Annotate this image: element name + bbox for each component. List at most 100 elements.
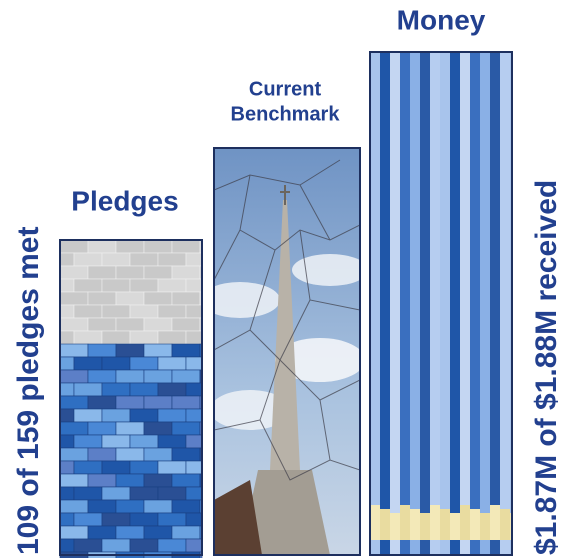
brick	[157, 538, 187, 553]
brick	[143, 473, 173, 488]
brick	[87, 421, 117, 436]
cloud	[214, 390, 290, 430]
brick	[59, 447, 89, 462]
brick	[87, 447, 117, 462]
brick	[157, 252, 187, 267]
brick	[59, 343, 89, 358]
brick	[59, 512, 75, 527]
brick	[73, 538, 103, 553]
brick	[87, 473, 117, 488]
brick	[59, 265, 89, 280]
stripe	[400, 52, 410, 555]
stripe	[430, 52, 440, 555]
brick	[115, 369, 145, 384]
brick	[115, 525, 145, 540]
brick	[129, 278, 159, 293]
stripe-base	[370, 505, 380, 540]
pledges-graphic	[59, 239, 203, 558]
stripe	[490, 52, 500, 555]
brick	[59, 317, 89, 332]
stripe-base	[420, 513, 430, 540]
brick	[157, 382, 187, 397]
brick	[87, 343, 117, 358]
brick	[73, 486, 103, 501]
brick	[185, 278, 203, 293]
brick	[87, 239, 117, 254]
brick	[59, 278, 75, 293]
brick	[73, 460, 103, 475]
brick	[59, 408, 75, 423]
brick	[171, 421, 201, 436]
brick	[101, 304, 131, 319]
brick	[143, 343, 173, 358]
stripe	[410, 52, 420, 555]
stripe	[450, 52, 460, 555]
brick	[129, 486, 159, 501]
brick	[157, 330, 187, 345]
brick	[171, 239, 201, 254]
brick	[185, 434, 203, 449]
brick	[87, 317, 117, 332]
brick	[171, 499, 201, 514]
money-title: Money	[397, 4, 486, 35]
brick	[143, 239, 173, 254]
glass-line	[259, 419, 360, 481]
brick	[59, 252, 75, 267]
brick	[73, 356, 103, 371]
brick	[171, 317, 201, 332]
stripe-base	[440, 509, 450, 540]
glass-line	[319, 399, 331, 461]
brick	[59, 291, 89, 306]
brick	[87, 395, 117, 410]
brick	[185, 330, 203, 345]
brick	[129, 356, 159, 371]
brick	[59, 330, 75, 345]
brick	[59, 421, 89, 436]
brick	[87, 265, 117, 280]
brick	[115, 395, 145, 410]
brick	[101, 460, 131, 475]
stripe	[390, 52, 400, 555]
brick	[59, 239, 89, 254]
stripe-base	[400, 505, 410, 540]
brick	[59, 382, 75, 397]
brick	[115, 421, 145, 436]
brick	[171, 369, 201, 384]
stripe-base	[410, 509, 420, 540]
brick	[143, 395, 173, 410]
brick	[129, 460, 159, 475]
brick	[115, 317, 145, 332]
benchmark-title: Benchmark	[231, 103, 341, 125]
brick	[59, 486, 75, 501]
roof	[214, 480, 262, 555]
brick	[171, 473, 201, 488]
stripe	[460, 52, 470, 555]
stripe	[420, 52, 430, 555]
brick	[73, 382, 103, 397]
brick	[185, 460, 203, 475]
brick	[59, 304, 75, 319]
glass-line	[239, 174, 360, 251]
brick	[143, 447, 173, 462]
brick	[101, 434, 131, 449]
cloud	[214, 282, 280, 318]
brick	[171, 265, 201, 280]
brick	[143, 317, 173, 332]
glass-line	[299, 184, 331, 241]
stripe	[480, 52, 490, 555]
brick	[59, 369, 89, 384]
brick	[73, 434, 103, 449]
brick	[157, 512, 187, 527]
brick	[157, 486, 187, 501]
brick	[157, 304, 187, 319]
brick	[73, 408, 103, 423]
brick	[171, 525, 201, 540]
stripe-base	[430, 505, 440, 540]
brick	[115, 473, 145, 488]
brick	[157, 460, 187, 475]
stripe-base	[470, 509, 480, 540]
brick	[129, 512, 159, 527]
stripe	[470, 52, 480, 555]
stripe-base	[390, 513, 400, 540]
brick	[115, 239, 145, 254]
